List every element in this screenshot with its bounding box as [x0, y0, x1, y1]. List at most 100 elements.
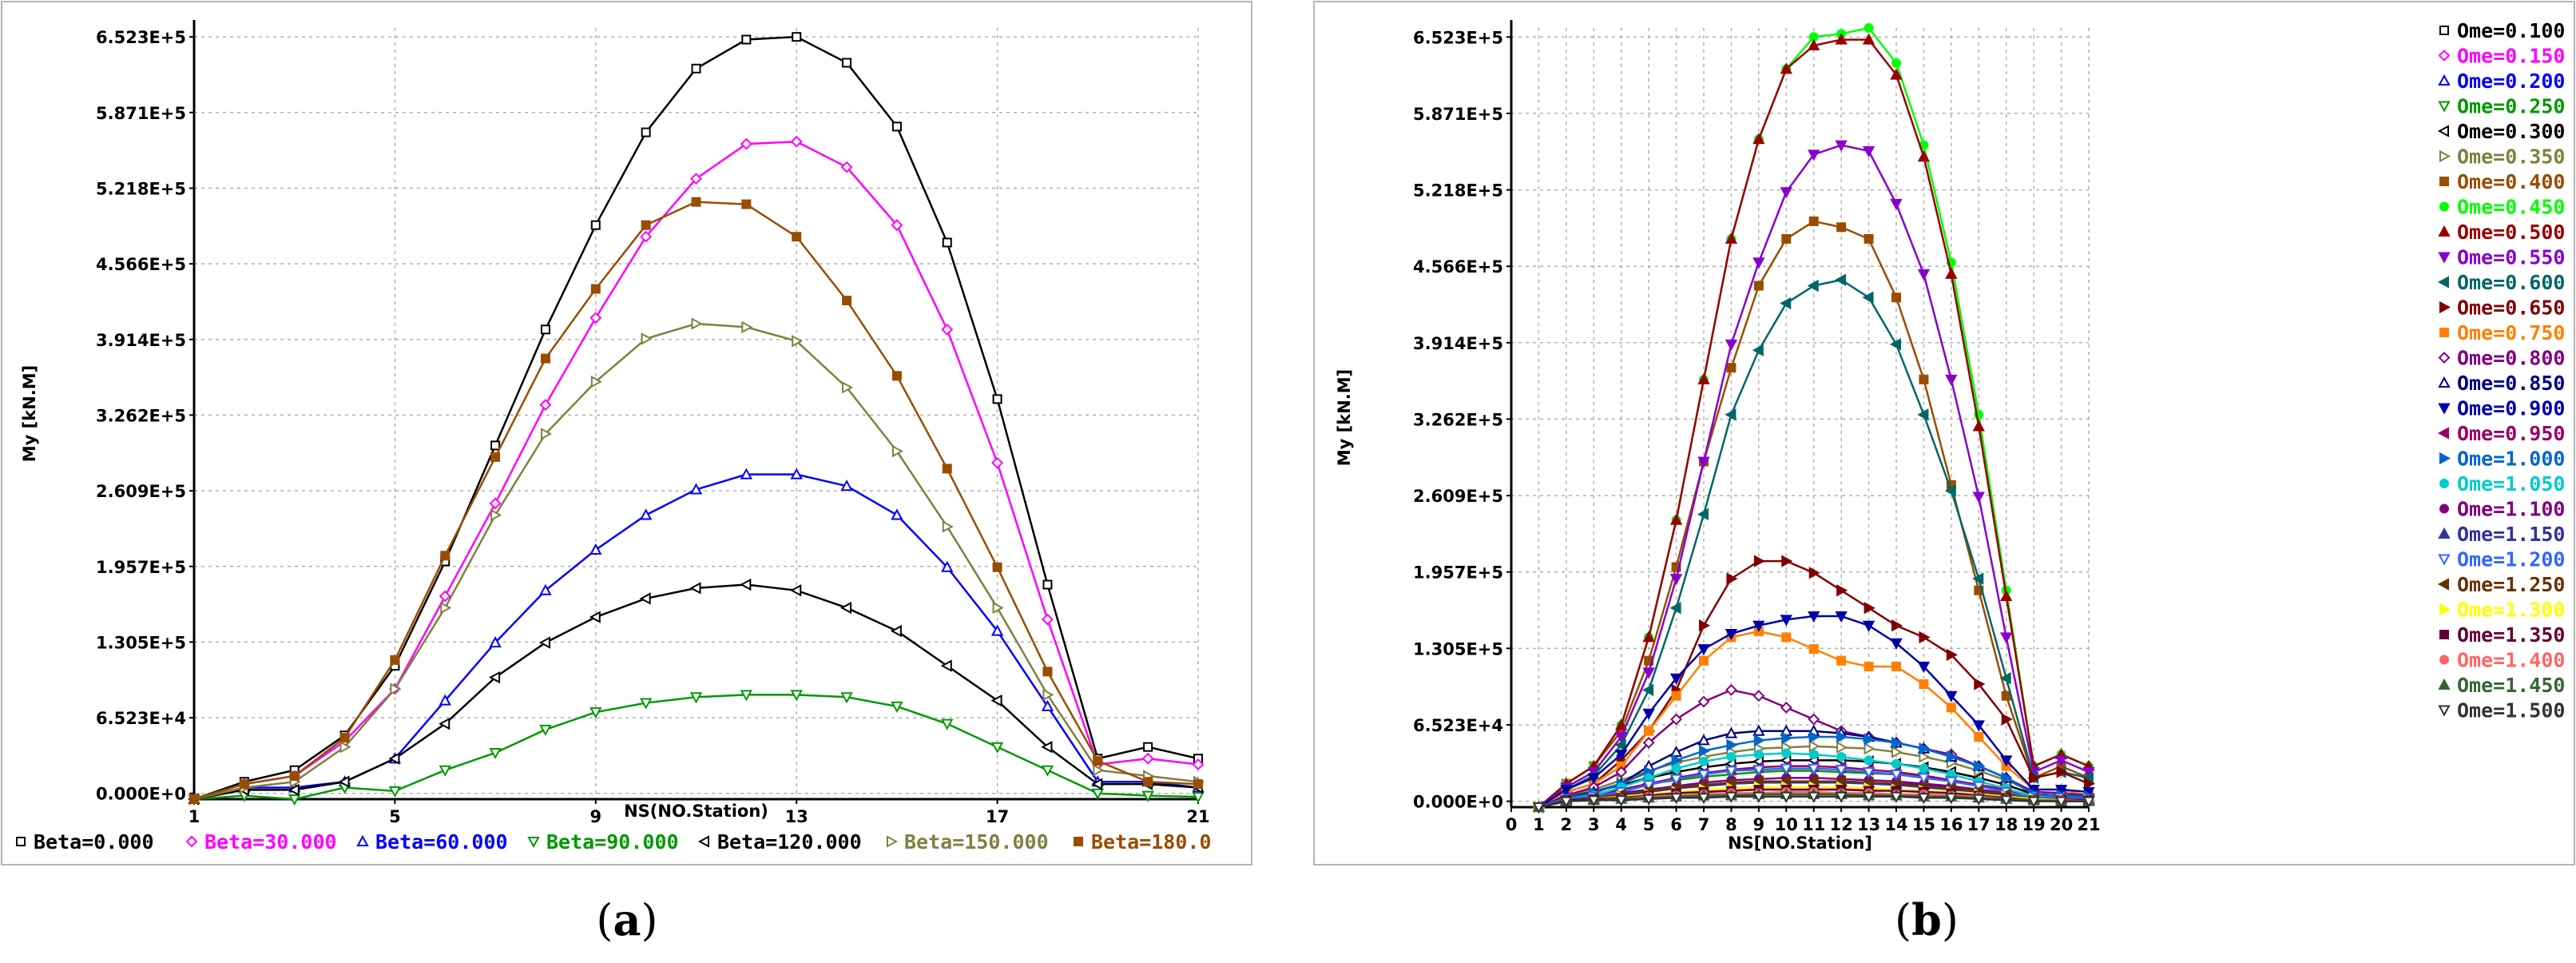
- y-tick-label: 5.871E+5: [96, 104, 186, 123]
- legend-marker: [2437, 125, 2449, 137]
- data-point: [1891, 746, 1903, 758]
- x-tick-label: 16: [1939, 815, 1963, 834]
- data-point: [1752, 765, 1765, 777]
- data-point: [1726, 751, 1737, 762]
- legend-item: Beta=90.000: [527, 830, 679, 854]
- y-tick-label: 5.218E+5: [96, 180, 186, 199]
- data-point: [790, 468, 803, 480]
- data-point: [1835, 611, 1848, 623]
- data-point: [641, 127, 651, 137]
- data-point: [1091, 778, 1103, 790]
- data-point: [891, 701, 903, 713]
- data-point: [1836, 584, 1848, 597]
- data-point: [2001, 690, 2011, 701]
- legend-label: Ome=1.100: [2457, 498, 2565, 521]
- data-point: [1864, 233, 1874, 244]
- data-point: [1671, 690, 1681, 701]
- legend-item: Ome=0.250: [2438, 95, 2565, 118]
- data-point: [891, 219, 903, 232]
- data-point: [2054, 785, 2068, 797]
- data-point: [792, 335, 804, 348]
- data-point: [338, 775, 350, 788]
- data-point: [1752, 791, 1765, 803]
- y-tick-label: 1.957E+5: [96, 558, 186, 577]
- data-point: [1972, 794, 1985, 806]
- data-point: [2056, 766, 2068, 778]
- x-tick-label: 1: [189, 807, 200, 826]
- data-point: [1143, 742, 1153, 752]
- legend-label: Ome=0.100: [2457, 19, 2565, 42]
- legend-marker: [2439, 328, 2449, 337]
- data-point: [990, 694, 1002, 707]
- legend-marker: [2439, 479, 2449, 488]
- data-point: [1532, 802, 1546, 814]
- caption-letter: a: [613, 894, 641, 945]
- data-point: [1669, 673, 1683, 685]
- data-point: [590, 284, 601, 294]
- legend-item: Ome=0.550: [2438, 246, 2565, 269]
- data-point: [1889, 338, 1901, 351]
- legend-label: Ome=0.800: [2457, 347, 2565, 370]
- data-point: [941, 718, 954, 730]
- data-point: [1862, 291, 1874, 304]
- legend-item: Ome=1.250: [2437, 573, 2565, 596]
- data-point: [1835, 273, 1847, 286]
- x-tick-label: 8: [1725, 815, 1737, 834]
- data-point: [1972, 720, 1985, 732]
- legend-label: Ome=0.350: [2457, 145, 2565, 169]
- data-point: [1946, 702, 1956, 713]
- data-point: [589, 707, 602, 719]
- legend-item: Ome=0.600: [2437, 271, 2565, 294]
- x-tick-label: 19: [2022, 815, 2046, 834]
- data-point: [1587, 773, 1600, 785]
- data-point: [339, 741, 351, 754]
- data-point: [640, 230, 653, 243]
- data-point: [1891, 619, 1903, 632]
- data-point: [489, 636, 502, 648]
- legend-marker: [887, 835, 899, 848]
- x-tick-label: 21: [1186, 807, 1209, 826]
- data-point: [1141, 790, 1154, 802]
- x-tick-label: 21: [2077, 815, 2100, 834]
- data-point: [1560, 796, 1573, 808]
- series-Ome=1.500: [1532, 791, 2095, 814]
- data-point: [1945, 374, 1958, 386]
- data-point: [490, 440, 501, 451]
- data-point: [790, 690, 803, 702]
- data-point: [390, 655, 400, 665]
- legend-marker: [2439, 300, 2451, 314]
- legend-marker: [2437, 276, 2449, 289]
- data-point: [439, 765, 451, 777]
- data-point: [2000, 795, 2013, 807]
- data-point: [1042, 579, 1053, 590]
- legend-label: Ome=1.300: [2457, 599, 2565, 622]
- legend-marker: [527, 837, 540, 849]
- data-point: [1042, 613, 1054, 626]
- panel-caption: (a): [596, 894, 657, 945]
- data-point: [1093, 764, 1105, 777]
- legend-marker: [2438, 527, 2451, 539]
- data-point: [1642, 736, 1655, 749]
- data-point: [1891, 736, 1903, 750]
- data-point: [1642, 631, 1655, 643]
- legend-item: Ome=1.200: [2438, 548, 2565, 571]
- x-tick-label: 13: [1857, 815, 1880, 834]
- x-tick-label: 4: [1615, 815, 1627, 834]
- data-point: [1946, 648, 1958, 662]
- legend-label: Ome=1.450: [2457, 674, 2565, 697]
- data-point: [641, 220, 651, 230]
- data-point: [1807, 279, 1819, 292]
- data-point: [1753, 734, 1765, 747]
- legend-label: Ome=0.850: [2457, 372, 2565, 395]
- legend-label: Ome=0.650: [2457, 296, 2565, 320]
- data-point: [2054, 755, 2068, 767]
- legend-marker: [697, 835, 709, 848]
- legend-label: Beta=90.000: [546, 830, 679, 854]
- legend-item: Beta=30.000: [185, 830, 337, 854]
- y-axis-label: My [kN.M]: [20, 365, 39, 463]
- data-point: [1726, 363, 1737, 373]
- data-point: [1946, 750, 1958, 763]
- data-point: [1781, 632, 1792, 643]
- data-point: [1697, 456, 1710, 468]
- data-point: [690, 173, 702, 185]
